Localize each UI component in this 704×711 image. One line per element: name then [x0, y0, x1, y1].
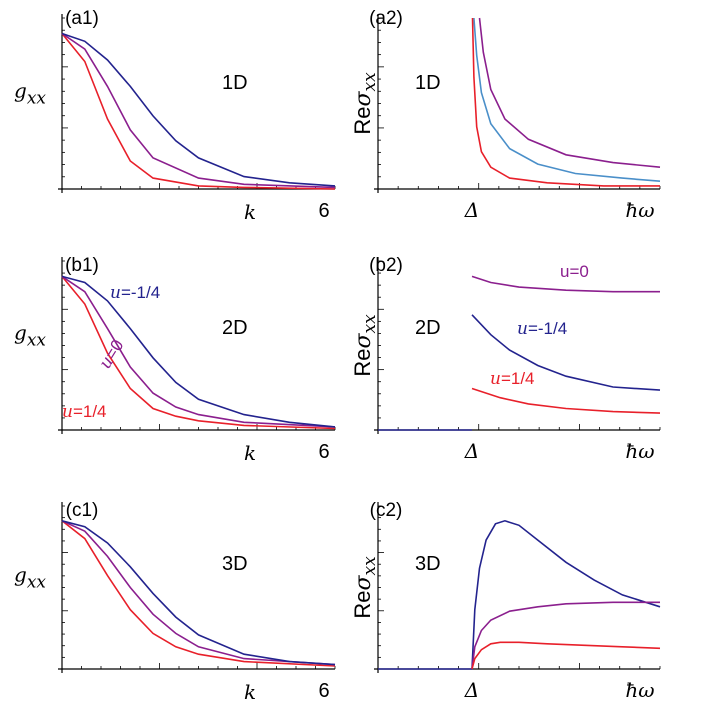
panel-label: (c1)	[66, 500, 99, 521]
series-label: u=1/4	[490, 369, 535, 389]
series-line-blue	[61, 275, 336, 428]
panel-label: (b1)	[65, 255, 99, 276]
x-axis-label: k	[244, 441, 256, 465]
series-line-blue	[61, 32, 336, 187]
series-label: u=-1/4	[517, 319, 567, 339]
dimension-label: 3D	[415, 553, 441, 575]
series-line-purple	[61, 520, 336, 666]
series-line-blue	[61, 520, 336, 666]
panel-c2: (c2) 3D Reσxx Δ ħω	[350, 500, 661, 702]
y-axis-label: Reσxx	[350, 72, 380, 135]
series-label: u=-1/4	[110, 283, 160, 303]
series-line-red	[61, 275, 336, 430]
series-line-red	[61, 520, 336, 667]
dimension-label: 3D	[222, 553, 248, 575]
series-line-red	[471, 387, 661, 414]
series-label: u=1/4	[62, 402, 107, 422]
y-axis-label: Reσxx	[350, 556, 380, 619]
panel-label: (a2)	[369, 8, 403, 29]
panel-a2: (a2) 1D Reσxx Δ ħω	[350, 8, 661, 222]
panel-label: (b2)	[369, 255, 403, 276]
x-axis-label: ħω	[625, 678, 654, 702]
series-label: u=0	[560, 262, 589, 281]
series-line-blue	[471, 314, 661, 391]
x-axis-label: k	[244, 200, 256, 224]
y-axis-label: gxx	[14, 321, 46, 351]
series-line-purple	[61, 32, 336, 189]
series-line-purple	[471, 601, 660, 670]
panel-label: (c2)	[370, 500, 403, 521]
panel-c1: (c1) 3D gxx k 6	[14, 500, 336, 704]
x-tick-label: 6	[318, 200, 329, 222]
x-marker-label: Δ	[464, 678, 479, 702]
y-axis-label: gxx	[14, 563, 46, 593]
panel-b2: (b2) 2D Reσxx Δ ħω u=0 u=-1/4 u=1/4	[350, 255, 661, 463]
panel-label: (a1)	[65, 8, 99, 29]
series-line-blue	[378, 519, 661, 670]
series-line-red	[471, 17, 660, 187]
x-marker-label: Δ	[464, 439, 479, 463]
x-axis-label: ħω	[625, 198, 654, 222]
series-line-lightblue	[473, 17, 661, 182]
x-tick-label: 6	[318, 680, 329, 702]
series-line-purple	[471, 275, 660, 293]
series-line-purple	[478, 17, 661, 168]
dimension-label: 2D	[415, 317, 441, 339]
dimension-label: 1D	[222, 72, 248, 94]
x-tick-label: 6	[318, 441, 329, 463]
y-axis-label: gxx	[14, 79, 46, 109]
dimension-label: 2D	[222, 317, 248, 339]
x-axis-label: k	[244, 680, 256, 704]
series-line-purple	[61, 275, 336, 428]
y-axis-label: Reσxx	[350, 314, 380, 377]
series-line-red	[471, 641, 661, 670]
x-axis-label: ħω	[625, 439, 654, 463]
series-line-red	[61, 32, 336, 190]
panel-a1: (a1) 1D gxx k 6	[14, 8, 336, 224]
dimension-label: 1D	[415, 72, 441, 94]
x-marker-label: Δ	[464, 198, 479, 222]
